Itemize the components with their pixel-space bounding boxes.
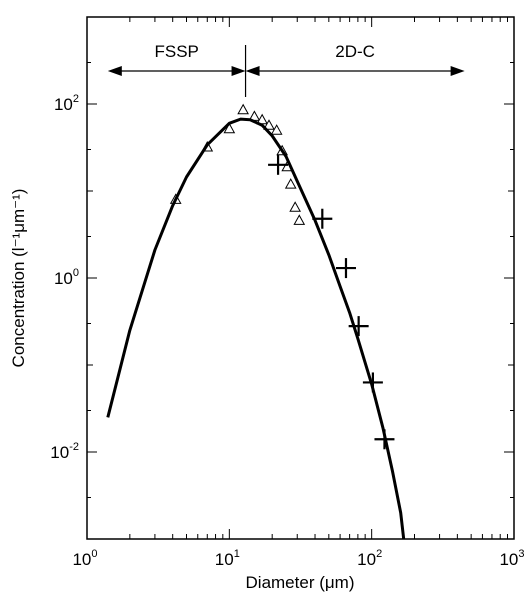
y-tick-label-exponent: -2 <box>69 441 79 453</box>
triangle-marker <box>289 201 301 212</box>
instrument-ranges: FSSP 2D-C <box>107 42 465 97</box>
x-tick-label-exponent: 0 <box>91 548 97 560</box>
x-tick-label-base: 10 <box>357 550 376 569</box>
triangle-marker <box>237 103 249 115</box>
cross-marker <box>348 316 369 337</box>
cross-marker <box>335 258 356 279</box>
range-arrow-head-left <box>107 66 122 76</box>
fit-curve <box>106 117 406 539</box>
axis-ticks <box>86 17 514 540</box>
y-tick-label-base: 10 <box>54 95 73 114</box>
x-tick-label-exponent: 2 <box>376 548 382 560</box>
y-tick-label-exponent: 0 <box>73 267 79 279</box>
range-arrow-head-right <box>231 66 246 76</box>
x-tick-label-exponent: 1 <box>234 548 240 560</box>
range-arrow-head-right <box>450 66 465 76</box>
y-tick-label: 102 <box>54 93 79 114</box>
y-axis-title: Concentration (l⁻¹μm⁻¹) <box>9 189 28 368</box>
y-tick-label-base: 10 <box>54 269 73 288</box>
triangle-marker <box>270 124 283 135</box>
x-tick-label-base: 10 <box>215 550 234 569</box>
x-tick-label: 103 <box>499 548 524 569</box>
triangle-marker <box>263 119 275 130</box>
plot-area <box>106 103 406 539</box>
y-tick-label-base: 10 <box>50 443 69 462</box>
plot-data <box>106 103 406 539</box>
triangle-marker <box>293 214 306 225</box>
x-tick-label: 101 <box>215 548 240 569</box>
x-tick-label-exponent: 3 <box>518 548 524 560</box>
triangle-marker <box>284 178 297 189</box>
x-tick-label-base: 10 <box>499 550 518 569</box>
range-label: FSSP <box>154 42 198 61</box>
range-arrow-head-left <box>245 66 260 76</box>
plot-frame <box>86 16 515 540</box>
cross-marker <box>268 154 289 175</box>
x-axis-title: Diameter (μm) <box>246 573 355 592</box>
x-tick-label: 102 <box>357 548 382 569</box>
x-tick-label-base: 10 <box>72 550 91 569</box>
y-tick-label-exponent: 2 <box>73 93 79 105</box>
y-tick-label: 100 <box>54 267 79 288</box>
triangle-marker <box>223 122 236 134</box>
y-tick-label: 10-2 <box>50 441 79 462</box>
x-tick-label: 100 <box>72 548 97 569</box>
range-label: 2D-C <box>335 42 375 61</box>
